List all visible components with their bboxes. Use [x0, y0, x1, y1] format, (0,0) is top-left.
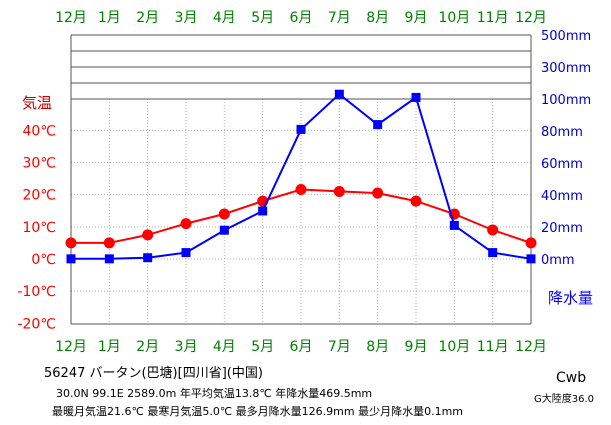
- precipitation-point: [143, 253, 153, 263]
- precipitation-point: [334, 89, 344, 99]
- climate-classification: Cwb: [556, 370, 587, 386]
- temperature-tick-label: -20℃: [17, 316, 56, 332]
- month-label-bottom: 11月: [477, 339, 509, 355]
- top-month-labels: 12月 1月 2月 3月 4月 5月 6月 7月 8月 9月 10月 11月 12月: [55, 10, 547, 26]
- station-title: 56247 バータン(巴塘)[四川省](中国): [44, 366, 263, 381]
- month-label-bottom: 7月: [328, 339, 351, 355]
- month-label-bottom: 12月: [55, 339, 87, 355]
- precipitation-point: [296, 124, 306, 134]
- month-label-bottom: 12月: [515, 339, 547, 355]
- precipitation-point: [181, 248, 191, 258]
- temperature-point: [180, 218, 192, 230]
- temperature-tick-label: 10℃: [22, 220, 56, 236]
- precipitation-point: [258, 206, 268, 216]
- precipitation-tick-label: 60mm: [541, 157, 583, 172]
- temperature-point: [525, 237, 537, 249]
- precipitation-tick-label: 40mm: [541, 189, 583, 204]
- precipitation-point: [219, 225, 229, 235]
- temperature-point: [487, 224, 499, 236]
- temperature-point: [372, 187, 384, 199]
- temperature-point: [65, 237, 77, 249]
- month-label-bottom: 9月: [405, 339, 428, 355]
- precipitation-axis-label: 降水量: [548, 289, 593, 307]
- temperature-axis-ticks: 40℃ 30℃ 20℃ 10℃ 0℃ -10℃ -20℃: [17, 123, 56, 332]
- precipitation-tick-label: 500mm: [541, 29, 591, 44]
- temperature-point: [103, 237, 115, 249]
- month-label-top: 12月: [55, 10, 87, 26]
- temperature-point: [218, 208, 230, 220]
- continentality-index: G大陸度36.0: [534, 394, 595, 405]
- month-label-top: 4月: [213, 10, 236, 26]
- month-label-bottom: 2月: [136, 339, 159, 355]
- temperature-point: [295, 184, 307, 196]
- month-label-top: 2月: [136, 10, 159, 26]
- precipitation-point: [104, 254, 114, 264]
- grid: [70, 34, 532, 325]
- month-label-top: 9月: [405, 10, 428, 26]
- precipitation-point: [66, 254, 76, 264]
- month-label-bottom: 10月: [438, 339, 470, 355]
- temperature-tick-label: 20℃: [22, 188, 56, 204]
- temperature-axis-label: 気温: [22, 94, 52, 112]
- temperature-tick-label: 0℃: [31, 252, 56, 268]
- temperature-tick-label: -10℃: [17, 284, 56, 300]
- precipitation-axis-ticks: 100mm 80mm 60mm 40mm 20mm 0mm 300mm 500mm: [541, 29, 591, 268]
- station-summary: 30.0N 99.1E 2589.0m 年平均気温13.8℃ 年降水量469.5…: [56, 387, 373, 400]
- series: [65, 89, 537, 264]
- temperature-point: [410, 195, 422, 207]
- precipitation-point: [449, 220, 459, 230]
- month-label-top: 1月: [98, 10, 121, 26]
- precipitation-point: [373, 120, 383, 130]
- month-label-top: 8月: [366, 10, 389, 26]
- bottom-month-labels: 12月 1月 2月 3月 4月 5月 6月 7月 8月 9月 10月 11月 12月: [55, 339, 547, 355]
- month-label-bottom: 3月: [175, 339, 198, 355]
- month-label-top: 11月: [477, 10, 509, 26]
- month-label-bottom: 6月: [290, 339, 313, 355]
- month-label-bottom: 1月: [98, 339, 121, 355]
- temperature-point: [333, 185, 345, 197]
- temperature-tick-label: 40℃: [22, 123, 56, 139]
- station-extremes: 最暖月気温21.6℃ 最寒月気温5.0℃ 最多月降水量126.9mm 最少月降水…: [52, 405, 464, 418]
- month-label-top: 3月: [175, 10, 198, 26]
- precipitation-point: [526, 254, 536, 264]
- month-label-top: 12月: [515, 10, 547, 26]
- month-label-bottom: 5月: [251, 339, 274, 355]
- temperature-point: [142, 229, 154, 241]
- month-label-top: 7月: [328, 10, 351, 26]
- precipitation-tick-label: 300mm: [541, 61, 591, 76]
- precipitation-point: [411, 92, 421, 102]
- month-label-top: 6月: [290, 10, 313, 26]
- month-label-bottom: 8月: [366, 339, 389, 355]
- temperature-tick-label: 30℃: [22, 155, 56, 171]
- month-label-top: 5月: [251, 10, 274, 26]
- precipitation-tick-label: 80mm: [541, 125, 583, 140]
- precipitation-tick-label: 20mm: [541, 221, 583, 236]
- month-label-bottom: 4月: [213, 339, 236, 355]
- precipitation-point: [488, 248, 498, 258]
- precipitation-tick-label: 0mm: [541, 253, 575, 268]
- precipitation-tick-label: 100mm: [541, 93, 591, 108]
- month-label-top: 10月: [438, 10, 470, 26]
